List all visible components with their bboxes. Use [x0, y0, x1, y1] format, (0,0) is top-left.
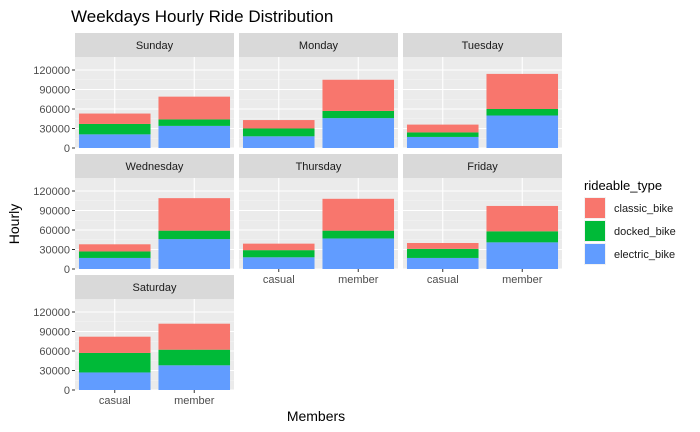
bar-segment-member-electric-bike	[322, 118, 395, 148]
bar-segment-member-docked-bike	[486, 231, 559, 243]
facet-panel-sunday: Sunday 0 30000 60000 90000 120000	[33, 33, 234, 155]
legend-swatch-docked-bike	[585, 221, 605, 241]
bar-segment-casual-classic-bike	[242, 120, 315, 129]
facet-strip	[75, 154, 234, 178]
bar-segment-casual-classic-bike	[242, 243, 315, 251]
y-tick-label: 0	[64, 264, 70, 276]
bar-segment-casual-classic-bike	[406, 243, 479, 249]
facet-panels: Sunday 0 30000 60000 90000 120000 Monday Tuesda…	[33, 33, 562, 407]
bar-segment-member-docked-bike	[158, 230, 231, 240]
legend: rideable_type classic_bike docked_bikeele…	[584, 178, 676, 265]
y-tick-label: 120000	[33, 186, 70, 198]
bar-segment-casual-electric-bike	[406, 257, 479, 269]
bar-segment-member-classic-bike	[158, 198, 231, 231]
legend-swatch-electric-bike	[585, 244, 605, 264]
y-tick-label: 0	[64, 143, 70, 155]
y-tick-label: 90000	[39, 327, 70, 339]
y-tick-label: 120000	[33, 65, 70, 77]
bar-segment-member-classic-bike	[486, 205, 559, 232]
y-tick-label: 60000	[39, 104, 70, 116]
bar-segment-casual-docked-bike	[242, 250, 315, 258]
bar-segment-casual-docked-bike	[406, 132, 479, 137]
bar-segment-member-classic-bike	[322, 198, 395, 231]
y-tick-label: 90000	[39, 85, 70, 97]
y-tick-label: 60000	[39, 346, 70, 358]
bar-segment-casual-docked-bike	[242, 128, 315, 137]
x-tick-label: casual	[427, 274, 459, 286]
bar-segment-casual-classic-bike	[78, 113, 151, 124]
y-tick-label: 120000	[33, 307, 70, 319]
bar-segment-casual-classic-bike	[78, 244, 151, 252]
y-axis-title: Hourly	[6, 204, 22, 244]
x-tick-label: member	[174, 395, 215, 407]
bar-segment-casual-electric-bike	[242, 136, 315, 148]
bar-segment-member-electric-bike	[486, 242, 559, 269]
facet-panel-saturday: Saturday 0 30000 60000 90000 120000 casual memb…	[33, 275, 234, 407]
facet-label: Saturday	[132, 282, 177, 294]
bar-segment-casual-electric-bike	[78, 257, 151, 269]
x-axis-title: Members	[287, 408, 345, 424]
facet-strip	[239, 33, 398, 57]
legend-label-docked-bike: docked_bike	[614, 226, 676, 238]
facet-panel-thursday: Thursday casual member	[239, 154, 398, 286]
legend-label-classic-bike: classic_bike	[614, 203, 673, 215]
bar-segment-member-classic-bike	[486, 73, 559, 109]
y-tick-label: 30000	[39, 366, 70, 378]
facet-label: Friday	[467, 161, 498, 173]
facet-strip	[239, 154, 398, 178]
bar-segment-member-electric-bike	[158, 365, 231, 390]
facet-strip	[75, 275, 234, 299]
facet-strip	[75, 33, 234, 57]
legend-swatch-classic-bike	[585, 198, 605, 218]
bar-segment-member-docked-bike	[158, 119, 231, 126]
legend-label-electric-bike: electric_bike	[614, 249, 675, 261]
facet-label: Tuesday	[462, 40, 504, 52]
bar-segment-casual-classic-bike	[406, 124, 479, 133]
bar-segment-casual-electric-bike	[78, 134, 151, 148]
bar-segment-casual-classic-bike	[78, 336, 151, 353]
facet-label: Monday	[299, 40, 339, 52]
facet-panel-friday: Friday casual member	[403, 154, 562, 286]
bar-segment-member-classic-bike	[322, 79, 395, 111]
bar-segment-member-docked-bike	[322, 230, 395, 239]
chart-title: Weekdays Hourly Ride Distribution	[71, 7, 333, 26]
bar-segment-casual-electric-bike	[78, 372, 151, 390]
bar-segment-member-electric-bike	[158, 125, 231, 148]
x-tick-label: casual	[263, 274, 295, 286]
bar-segment-casual-docked-bike	[406, 248, 479, 258]
facet-panel-wednesday: Wednesday 0 30000 60000 90000 120000	[33, 154, 234, 276]
bar-segment-casual-electric-bike	[242, 257, 315, 269]
bar-segment-casual-docked-bike	[78, 123, 151, 135]
facet-strip	[403, 33, 562, 57]
facet-strip	[403, 154, 562, 178]
legend-title: rideable_type	[584, 178, 662, 193]
bar-segment-member-docked-bike	[486, 109, 559, 116]
bar-segment-casual-docked-bike	[78, 251, 151, 258]
bar-segment-member-docked-bike	[322, 110, 395, 119]
x-tick-label: member	[338, 274, 379, 286]
y-tick-label: 0	[64, 385, 70, 397]
facet-panel-monday: Monday	[239, 33, 398, 149]
bar-segment-casual-docked-bike	[78, 352, 151, 373]
y-tick-label: 90000	[39, 206, 70, 218]
bar-segment-member-classic-bike	[158, 96, 231, 120]
x-tick-label: casual	[99, 395, 131, 407]
y-tick-label: 30000	[39, 124, 70, 136]
y-tick-label: 30000	[39, 245, 70, 257]
facet-label: Sunday	[136, 40, 174, 52]
bar-segment-member-classic-bike	[158, 323, 231, 350]
bar-segment-member-electric-bike	[322, 238, 395, 269]
bar-segment-member-docked-bike	[158, 349, 231, 366]
x-tick-label: member	[502, 274, 543, 286]
bar-segment-casual-electric-bike	[406, 136, 479, 148]
facet-label: Thursday	[296, 161, 342, 173]
facet-panel-tuesday: Tuesday	[403, 33, 562, 149]
facet-label: Wednesday	[126, 161, 184, 173]
bar-segment-member-electric-bike	[486, 115, 559, 148]
bar-segment-member-electric-bike	[158, 239, 231, 269]
y-tick-label: 60000	[39, 225, 70, 237]
